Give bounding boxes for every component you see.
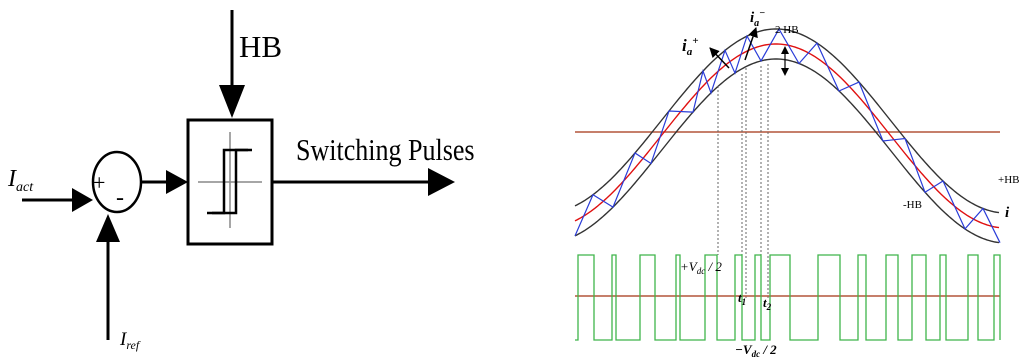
plus-vdc-label: +Vdc / 2	[680, 259, 722, 276]
block-diagram: HB Switching Pulses + - Iact Iref	[7, 10, 475, 352]
two-hb-arrow-down	[781, 68, 789, 76]
minus-hb-label: -HB	[903, 199, 922, 211]
actual-current-zigzag	[574, 27, 1001, 243]
junction-to-block-arrowhead	[166, 170, 188, 194]
pulse-waveform	[575, 254, 1001, 341]
t2-label: t2	[763, 295, 772, 312]
hb-label: HB	[239, 29, 282, 64]
lower-band-curve	[574, 58, 1000, 244]
ia-minus-label: ia−	[750, 8, 765, 29]
hysteresis-symbol-icon	[198, 132, 262, 228]
output-arrowhead	[428, 168, 455, 196]
iact-label: Iact	[7, 166, 34, 195]
sum-minus-sign: -	[116, 185, 124, 211]
t1-label: t1	[738, 290, 746, 307]
ia-plus-label: ia+	[682, 35, 699, 58]
switching-pulses-label: Switching Pulses	[296, 133, 475, 168]
upper-band-curve	[574, 28, 1000, 214]
iact-arrowhead	[72, 188, 93, 212]
i-label: i	[1005, 205, 1010, 221]
waveform-curves	[574, 27, 1001, 244]
iref-label: Iref	[119, 329, 141, 352]
ia-plus-arrow	[709, 47, 730, 69]
plus-hb-label: +HB	[998, 174, 1019, 186]
switching-pulse-train	[575, 254, 1001, 341]
minus-vdc-label: −Vdc / 2	[735, 342, 777, 358]
sum-plus-sign: +	[93, 170, 105, 195]
two-hb-label: 2 HB	[775, 24, 799, 36]
iref-arrowhead	[96, 214, 120, 242]
two-hb-arrow-up	[781, 46, 789, 54]
hb-arrowhead	[219, 85, 245, 118]
ia-minus-arrow	[744, 27, 758, 61]
reference-current-curve	[574, 43, 1000, 229]
waveform-diagram: ia− ia+ 2 HB +HB -HB i +Vdc / 2 t1 t2 −V…	[574, 8, 1019, 358]
